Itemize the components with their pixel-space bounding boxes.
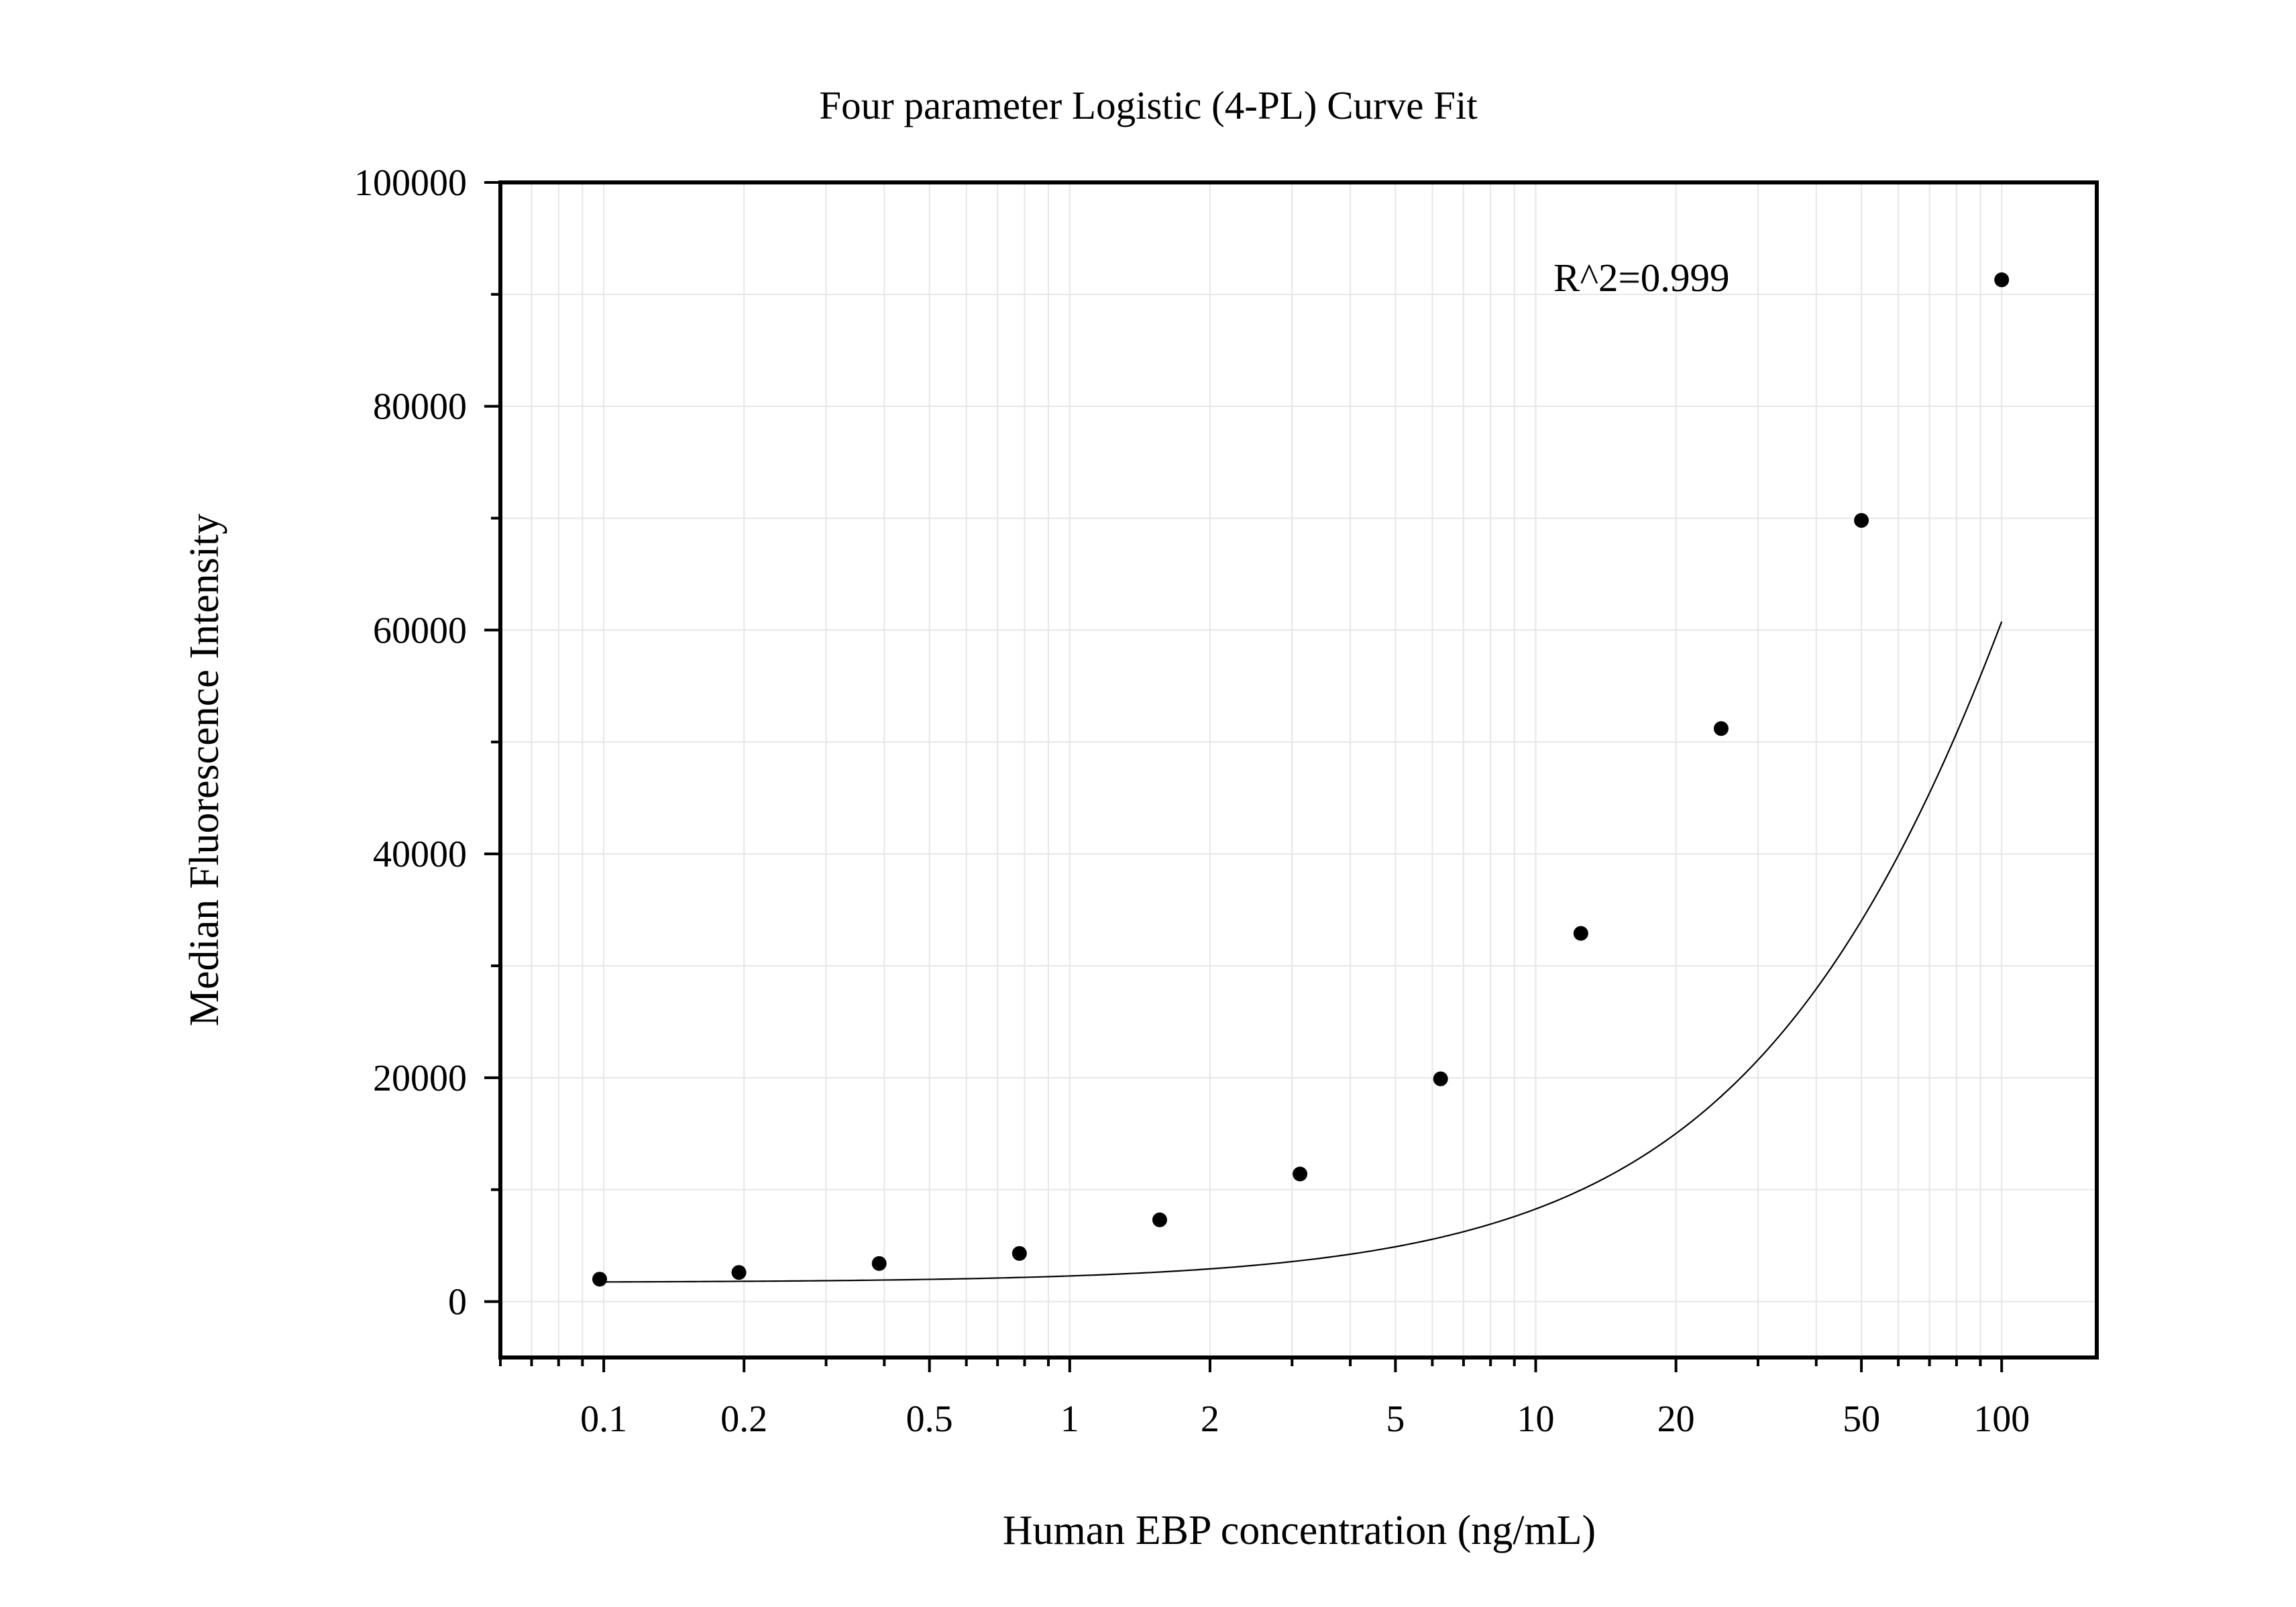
grid-layer xyxy=(500,182,2097,1357)
data-point xyxy=(1854,512,1869,528)
x-tick-label: 0.1 xyxy=(580,1398,627,1440)
r-squared-annotation: R^2=0.999 xyxy=(1553,256,1730,300)
fit-curve xyxy=(600,621,2003,1283)
data-point xyxy=(1994,272,2010,288)
y-tick-label: 20000 xyxy=(373,1058,467,1099)
data-point xyxy=(1573,926,1588,941)
data-point xyxy=(1152,1212,1167,1227)
y-tick-label: 60000 xyxy=(373,610,467,651)
y-tick-label: 40000 xyxy=(373,834,467,875)
x-tick-label: 100 xyxy=(1973,1398,2030,1440)
data-point xyxy=(592,1272,608,1287)
x-axis-label: Human EBP concentration (ng/mL) xyxy=(1003,1508,1596,1553)
y-tick-label: 80000 xyxy=(373,386,467,428)
x-tick-label: 0.5 xyxy=(906,1398,953,1440)
data-point xyxy=(1433,1071,1448,1087)
data-point xyxy=(871,1256,887,1271)
x-tick-label: 2 xyxy=(1201,1398,1219,1440)
x-tick-label: 10 xyxy=(1517,1398,1555,1440)
data-point xyxy=(1012,1245,1027,1261)
x-tick-label: 0.2 xyxy=(720,1398,767,1440)
x-tick-label: 50 xyxy=(1843,1398,1880,1440)
x-tick-label: 5 xyxy=(1386,1398,1405,1440)
x-tick-label: 20 xyxy=(1657,1398,1695,1440)
chart-title: Four parameter Logistic (4-PL) Curve Fit xyxy=(819,83,1478,127)
y-tick-label: 100000 xyxy=(354,162,467,204)
data-point xyxy=(1713,721,1729,736)
y-axis-label: Median Fluorescence Intensity xyxy=(182,514,227,1026)
y-tick-label: 0 xyxy=(448,1282,467,1323)
plot-frame xyxy=(498,180,2099,1360)
points-layer xyxy=(592,272,2010,1287)
x-tick-label: 1 xyxy=(1060,1398,1079,1440)
data-point xyxy=(731,1265,747,1280)
ticks-layer xyxy=(484,181,2004,1372)
tick-labels-layer: 0.1 0.2 0.5 1 2 5 10 20 50 100 0 20000 40000 60000 800… xyxy=(354,162,2030,1440)
data-point xyxy=(1293,1166,1308,1182)
